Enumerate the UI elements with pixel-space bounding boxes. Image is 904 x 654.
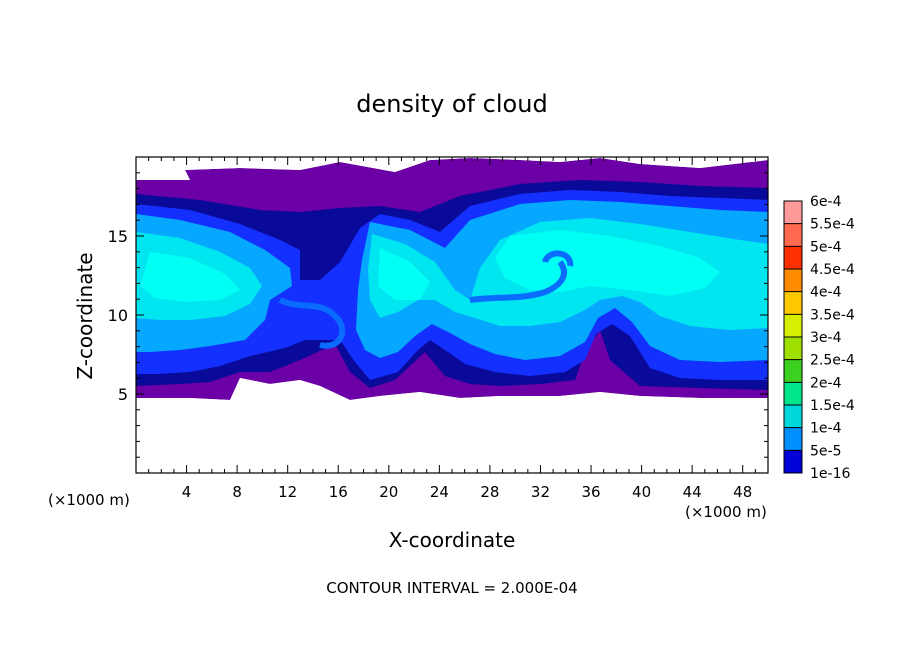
colorbar: 6e-4 5.5e-4 5e-4 4.5e-4 4e-4 3.5e-4 3e-4 2.5e-4… [783, 194, 855, 482]
colorbar-swatch [784, 201, 802, 224]
field-band-bright-cyan [140, 230, 720, 302]
x-tick-label: 4 [182, 483, 192, 501]
colorbar-label: 5.5e-4 [810, 217, 855, 233]
colorbar-label: 4e-4 [810, 285, 842, 301]
colorbar-label: 1.5e-4 [810, 398, 855, 414]
x-axis-label: X-coordinate [389, 528, 516, 552]
x-tick-label: 8 [232, 483, 242, 501]
chart-title: density of cloud [356, 90, 547, 118]
field-gaps [136, 157, 768, 473]
x-tick-label: 44 [683, 483, 702, 501]
colorbar-swatch [784, 269, 802, 292]
colorbar-swatch [784, 359, 802, 383]
x-tick-label: 24 [430, 483, 449, 501]
y-tick-label: 10 [108, 306, 128, 325]
colorbar-swatch [784, 382, 802, 405]
x-unit-right: (×1000 m) [685, 503, 767, 521]
colorbar-swatch [784, 337, 802, 360]
colorbar-label: 5e-5 [810, 443, 841, 459]
colorbar-swatch [784, 427, 802, 451]
y-tick-label: 5 [118, 385, 128, 404]
colorbar-label: 3e-4 [810, 330, 842, 346]
colorbar-label: 5e-4 [810, 239, 842, 255]
x-axis: 4 8 12 16 20 24 28 32 36 40 44 48 [148, 157, 756, 501]
y-axis-label: Z-coordinate [73, 252, 97, 379]
x-tick-label: 32 [531, 483, 550, 501]
colorbar-label: 6e-4 [810, 194, 842, 210]
colorbar-label: 2e-4 [810, 375, 842, 391]
colorbar-swatch [784, 314, 802, 337]
field-wisps [278, 250, 574, 349]
colorbar-swatch [784, 223, 802, 247]
x-tick-label: 20 [379, 483, 398, 501]
colorbar-swatch [784, 405, 802, 428]
colorbar-label: 4.5e-4 [810, 262, 855, 278]
x-tick-label: 36 [581, 483, 600, 501]
colorbar-label: 2.5e-4 [810, 353, 855, 369]
x-tick-label: 48 [733, 483, 752, 501]
cloud-field [136, 157, 768, 473]
x-tick-label: 16 [329, 483, 348, 501]
x-tick-label: 40 [632, 483, 651, 501]
y-tick-label: 15 [108, 227, 128, 246]
colorbar-swatch [784, 450, 802, 473]
x-tick-label: 28 [480, 483, 499, 501]
y-axis: 5 10 15 [108, 172, 768, 458]
colorbar-swatch [784, 291, 802, 315]
colorbar-label: 1e-16 [810, 466, 850, 482]
x-tick-label: 12 [278, 483, 297, 501]
colorbar-label: 3.5e-4 [810, 307, 855, 323]
contour-interval: CONTOUR INTERVAL = 2.000E-04 [326, 579, 577, 597]
colorbar-label: 1e-4 [810, 421, 842, 437]
x-unit-left: (×1000 m) [48, 491, 130, 509]
colorbar-swatch [784, 246, 802, 269]
